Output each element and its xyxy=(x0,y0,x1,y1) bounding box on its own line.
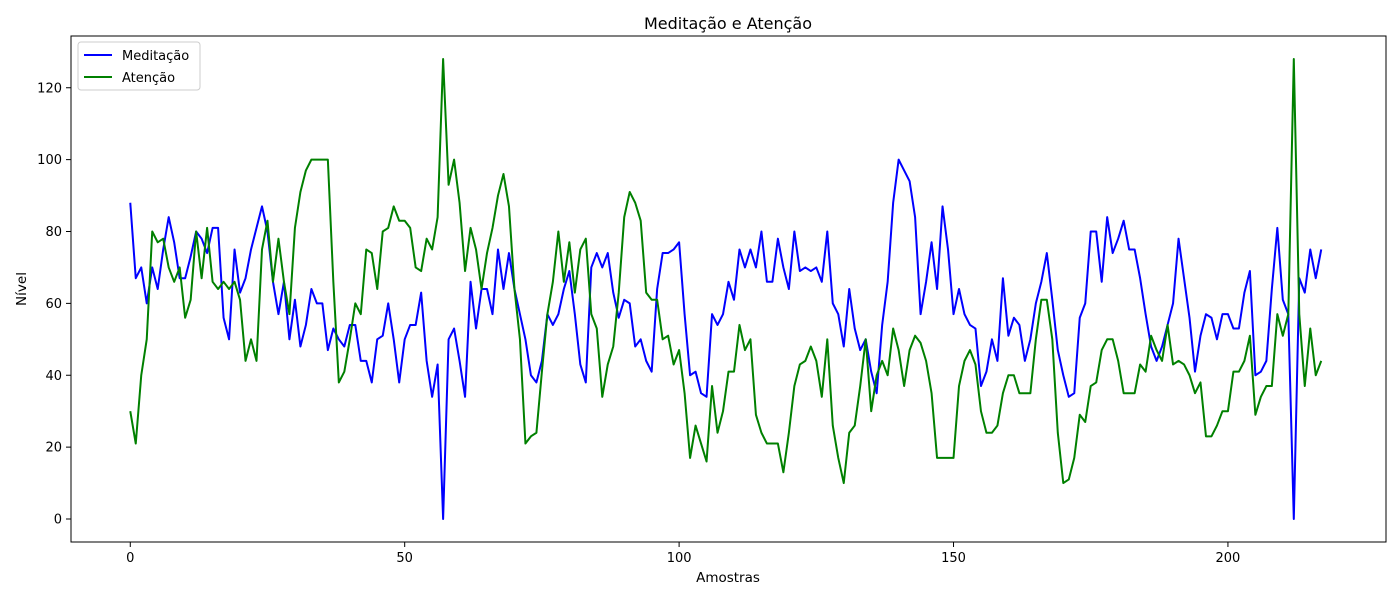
y-tick-label: 20 xyxy=(45,441,62,456)
x-tick-label: 0 xyxy=(126,551,134,566)
y-tick-label: 100 xyxy=(37,153,62,168)
y-tick-label: 120 xyxy=(37,81,62,96)
y-tick-label: 0 xyxy=(54,513,62,528)
legend-label-atencao: Atenção xyxy=(122,71,175,86)
series-line-meditacao xyxy=(129,158,1323,520)
y-axis-label: Nível xyxy=(14,272,30,306)
chart-title: Meditação e Atenção xyxy=(644,14,812,33)
plot-frame xyxy=(70,35,1387,543)
x-tick-label: 100 xyxy=(667,551,692,566)
plot-area xyxy=(129,58,1323,520)
x-tick-label: 200 xyxy=(1216,551,1241,566)
y-tick-label: 80 xyxy=(45,225,62,240)
y-axis: 0 20 40 60 80 100 120 xyxy=(37,81,71,528)
y-tick-label: 60 xyxy=(45,297,62,312)
x-tick-label: 50 xyxy=(396,551,413,566)
legend-label-meditacao: Meditação xyxy=(122,49,189,64)
series-line-atencao xyxy=(129,58,1323,485)
y-tick-label: 40 xyxy=(45,369,62,384)
x-tick-label: 150 xyxy=(941,551,966,566)
x-axis: 0 50 100 150 200 xyxy=(126,542,1240,566)
x-axis-label: Amostras xyxy=(696,570,760,586)
legend: Meditação Atenção xyxy=(77,41,201,91)
